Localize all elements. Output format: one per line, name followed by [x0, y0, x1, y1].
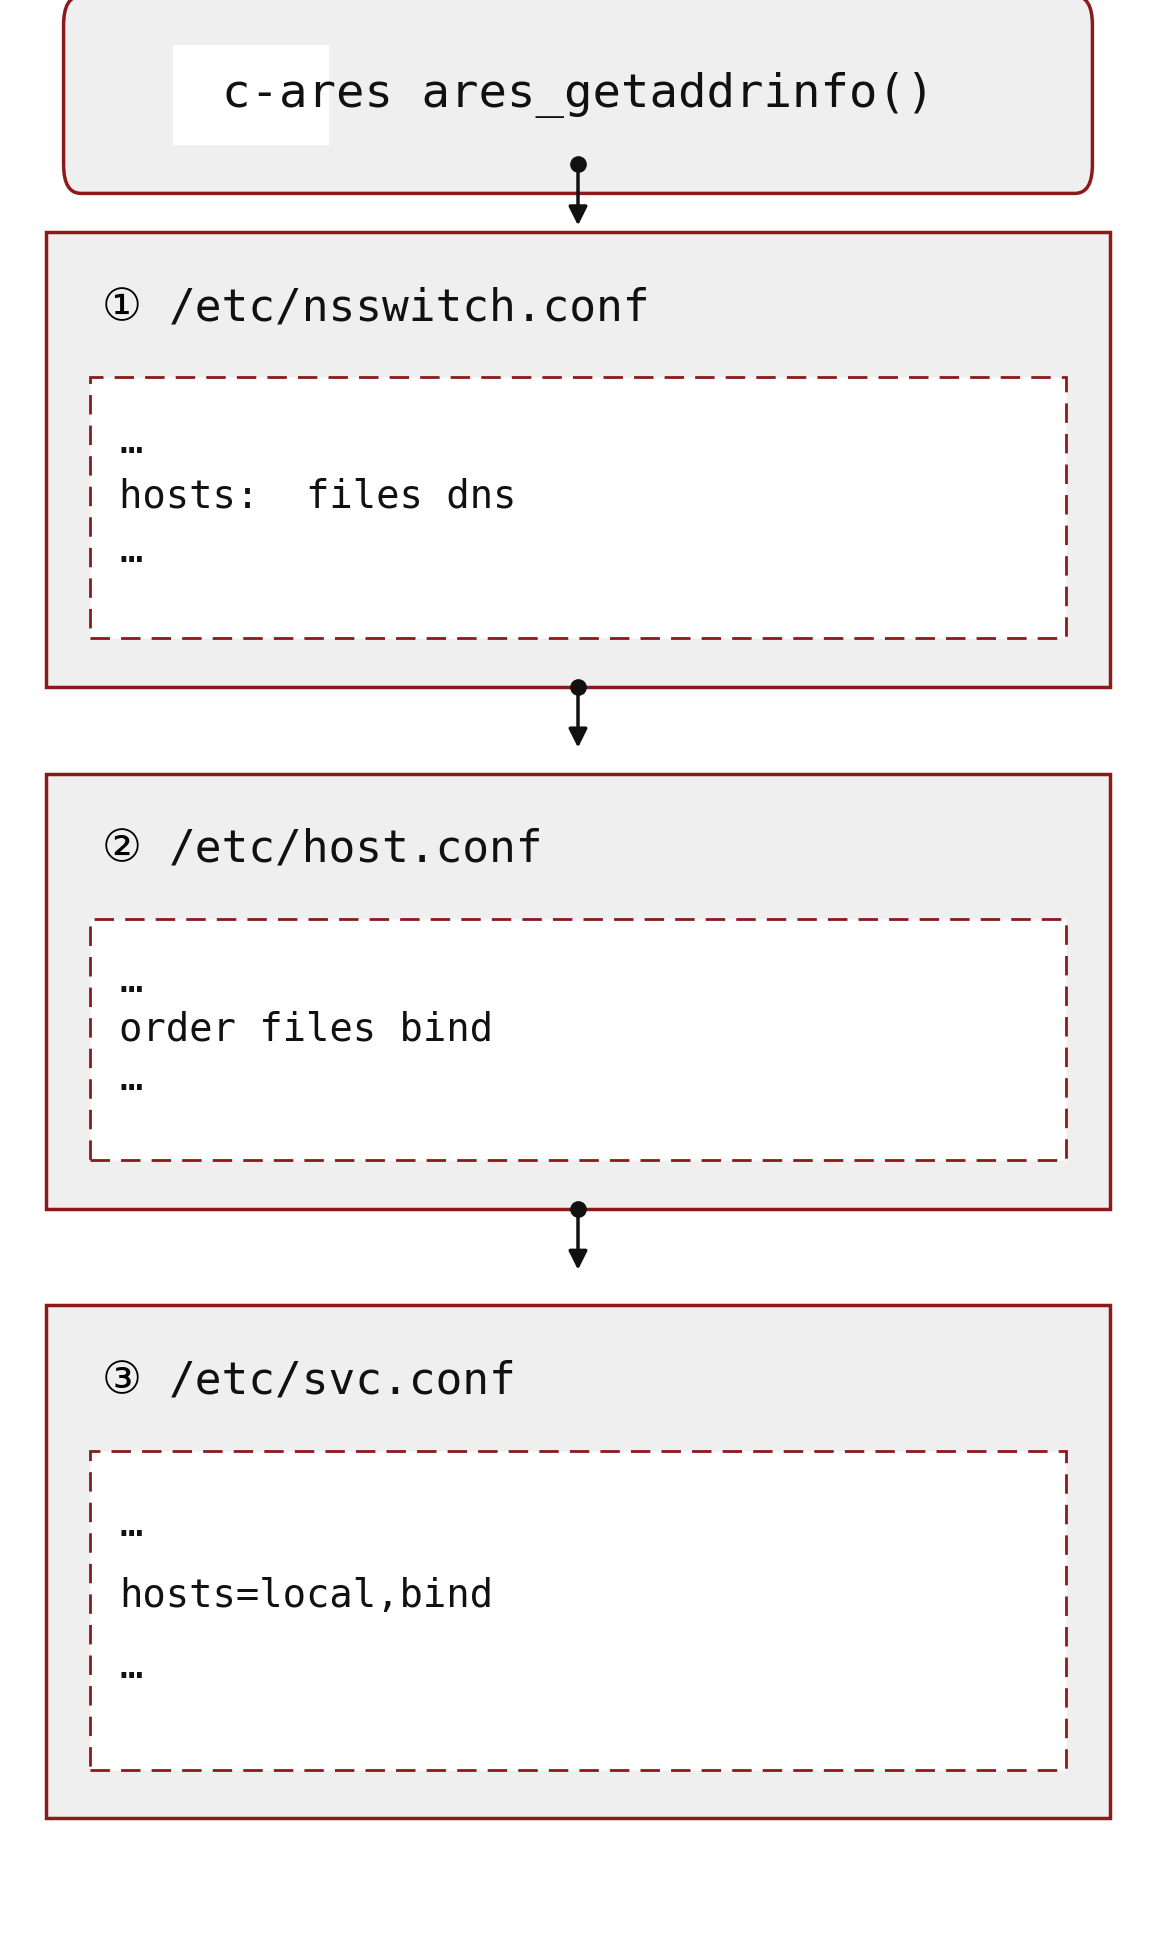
Text: …: …	[119, 1505, 142, 1543]
Text: hosts:  files dns: hosts: files dns	[119, 478, 517, 516]
Text: /etc/svc.conf: /etc/svc.conf	[169, 1360, 517, 1402]
Bar	[46, 1305, 1110, 1818]
Text: order files bind: order files bind	[119, 1011, 494, 1048]
Text: ①: ①	[102, 286, 141, 329]
Text: …: …	[119, 1648, 142, 1686]
Bar	[90, 1450, 1066, 1770]
Text: c-ares ares_getaddrinfo(): c-ares ares_getaddrinfo()	[222, 72, 934, 118]
Text: ③: ③	[102, 1360, 141, 1402]
Text: …: …	[119, 961, 142, 1000]
Bar	[90, 919, 1066, 1160]
Bar	[46, 232, 1110, 687]
Text: …: …	[119, 1060, 142, 1099]
Bar	[46, 774, 1110, 1209]
Bar	[90, 377, 1066, 638]
Text: /etc/host.conf: /etc/host.conf	[169, 828, 543, 870]
Bar	[173, 44, 329, 145]
Text: …: …	[119, 424, 142, 460]
Text: hosts=local,bind: hosts=local,bind	[119, 1576, 494, 1615]
Text: …: …	[119, 532, 142, 571]
Text: /etc/nsswitch.conf: /etc/nsswitch.conf	[169, 286, 651, 329]
Text: ②: ②	[102, 828, 141, 870]
FancyBboxPatch shape	[64, 0, 1092, 193]
